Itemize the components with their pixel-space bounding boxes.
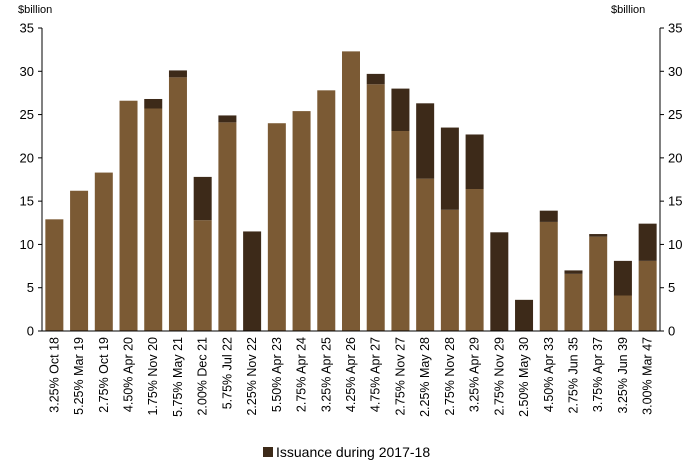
category-label: 2.75% Nov 29 (492, 337, 506, 416)
right-tick-label: 10 (668, 237, 682, 252)
bar-issuance (391, 88, 410, 132)
bar-base (564, 273, 583, 331)
bar-issuance (564, 270, 583, 274)
category-label: 4.75% Apr 27 (369, 337, 383, 412)
left-tick-label: 10 (20, 237, 34, 252)
category-label: 5.50% Apr 23 (270, 337, 284, 412)
bar-base (94, 172, 113, 331)
bars (45, 51, 657, 332)
legend: Issuance during 2017-18 (263, 444, 430, 460)
category-label: 1.75% Nov 20 (146, 337, 160, 416)
right-axis-unit: $billion (611, 4, 645, 16)
bar-base (119, 100, 138, 331)
right-tick-label: 30 (668, 64, 682, 79)
bar-issuance (613, 260, 632, 296)
bar-base (267, 123, 286, 331)
category-label: 2.25% Nov 22 (245, 337, 259, 416)
bar-issuance (465, 134, 484, 190)
bar-base (144, 108, 163, 331)
bar-base (193, 220, 212, 331)
category-label: 2.25% May 28 (418, 337, 432, 417)
bar-base (70, 190, 89, 331)
category-label: 3.25% Oct 18 (47, 337, 61, 413)
bar-issuance (539, 210, 558, 222)
bar-base (391, 131, 410, 331)
category-label: 3.25% Jun 39 (616, 337, 630, 413)
bar-base (539, 221, 558, 331)
category-label: 3.25% Apr 25 (319, 337, 333, 412)
category-label: 2.75% Jun 35 (566, 337, 580, 413)
bar-issuance (366, 73, 385, 85)
left-tick-label: 35 (20, 21, 34, 36)
bar-base (366, 84, 385, 332)
category-label: 5.25% Mar 19 (72, 337, 86, 415)
left-tick-label: 30 (20, 64, 34, 79)
category-label: 3.25% Apr 29 (468, 337, 482, 412)
right-tick-label: 5 (668, 280, 675, 295)
bar-issuance (193, 176, 212, 221)
legend-label: Issuance during 2017-18 (276, 444, 430, 460)
right-tick-label: 35 (668, 21, 682, 36)
right-tick-label: 0 (668, 324, 675, 339)
category-label: 5.75% May 21 (171, 337, 185, 417)
right-axis-ticks: 0 5 10 15 20 25 30 35 (668, 21, 682, 339)
bar-issuance (490, 232, 509, 331)
left-tick-label: 5 (27, 280, 34, 295)
bar-issuance (515, 299, 534, 331)
bar-base (440, 209, 459, 331)
bar-issuance (144, 98, 163, 109)
bar-base (218, 122, 237, 331)
category-label: 2.75% Oct 19 (97, 337, 111, 413)
right-tick-label: 25 (668, 107, 682, 122)
right-tick-label: 20 (668, 150, 682, 165)
bar-base (317, 90, 336, 332)
bar-issuance (589, 234, 608, 237)
category-label: 2.00% Dec 21 (196, 337, 210, 416)
bar-base (465, 189, 484, 331)
right-tick-label: 15 (668, 194, 682, 209)
category-label: 2.75% Nov 28 (443, 337, 457, 416)
category-label: 4.50% Apr 20 (122, 337, 136, 412)
bar-issuance (168, 70, 187, 78)
category-label: 3.00% Mar 47 (641, 337, 655, 415)
left-axis-ticks: 0 5 10 15 20 25 30 35 (20, 21, 34, 339)
left-tick-label: 0 (27, 324, 34, 339)
bar-base (589, 236, 608, 331)
bar-issuance (440, 127, 459, 210)
left-tick-label: 20 (20, 150, 34, 165)
axes (38, 27, 664, 332)
category-label: 4.25% Apr 26 (344, 337, 358, 412)
bar-base (416, 178, 435, 331)
category-label: 2.50% May 30 (517, 337, 531, 417)
left-tick-label: 25 (20, 107, 34, 122)
bar-base (45, 219, 64, 331)
bar-base (342, 51, 360, 331)
bar-issuance (243, 231, 262, 331)
category-label: 2.75% Apr 24 (295, 337, 309, 412)
left-tick-label: 15 (20, 194, 34, 209)
bar-base (613, 295, 632, 331)
bar-base (292, 111, 311, 331)
category-label: 3.75% Apr 37 (591, 337, 605, 412)
bar-base (168, 77, 187, 332)
bar-issuance (416, 103, 435, 179)
category-label: 2.75% Nov 27 (393, 337, 407, 416)
bar-issuance (638, 223, 657, 261)
bar-issuance (218, 115, 237, 123)
category-labels: 3.25% Oct 18 5.25% Mar 19 2.75% Oct 19 4.50… (47, 337, 654, 417)
left-axis-unit: $billion (18, 4, 52, 16)
legend-swatch (263, 447, 273, 457)
category-label: 4.50% Apr 33 (542, 337, 556, 412)
bar-base (638, 260, 657, 331)
category-label: 5.75% Jul 22 (220, 337, 234, 409)
